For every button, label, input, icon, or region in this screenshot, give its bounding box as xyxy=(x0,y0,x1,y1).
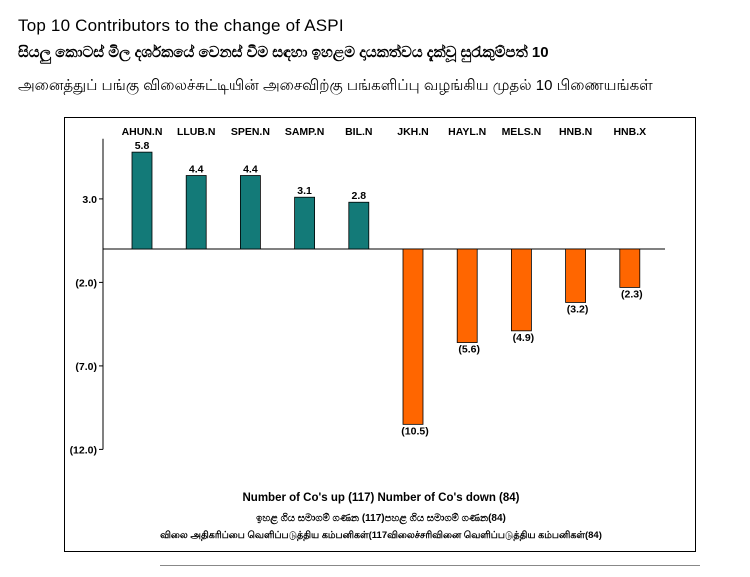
bar-mels-n xyxy=(510,248,532,332)
bar-samp-n xyxy=(294,196,316,250)
bar-llub-n xyxy=(185,175,207,250)
category-label: HNB.N xyxy=(559,126,592,138)
chart-frame: 3.0 (2.0) (7.0) (12.0) AHUN.N 5.8 LLUB.N 4.4 SPE… xyxy=(64,117,696,552)
category-label: HAYL.N xyxy=(448,126,486,138)
category-label: JKH.N xyxy=(397,126,429,138)
bar-bil-n xyxy=(348,201,370,250)
value-label: (5.6) xyxy=(458,344,480,356)
bar-ahun-n xyxy=(131,151,153,250)
value-label: 4.4 xyxy=(189,164,204,176)
bottom-divider xyxy=(160,565,700,566)
value-label: 5.8 xyxy=(135,140,150,152)
value-label: 2.8 xyxy=(351,190,366,202)
y-tick-label: (2.0) xyxy=(75,277,97,289)
bar-chart: 3.0 (2.0) (7.0) (12.0) AHUN.N 5.8 LLUB.N 4.4 SPE… xyxy=(70,126,665,456)
bar-jkh-n xyxy=(402,248,424,425)
value-label: (10.5) xyxy=(401,425,428,437)
value-label: 4.4 xyxy=(243,164,258,176)
category-label: SAMP.N xyxy=(285,126,324,138)
footer-english: Number of Co's up (117) Number of Co's d… xyxy=(242,492,520,504)
category-label: LLUB.N xyxy=(177,126,216,138)
chart-title-english: Top 10 Contributors to the change of ASP… xyxy=(18,16,344,35)
y-tick-label: (12.0) xyxy=(70,444,97,456)
footer-sinhala: ඉහළ ගිය සමාගම් ගණන (117)පහළ ගිය සමාගම් ග… xyxy=(256,513,506,524)
y-tick-label: 3.0 xyxy=(82,194,97,206)
bar-hnb-x xyxy=(619,248,641,288)
value-label: (4.9) xyxy=(513,332,535,344)
bar-hnb-n xyxy=(565,248,587,303)
footer-tamil: விலை அதிகரிப்பை வெளிப்படுத்திய கம்பனிகள்… xyxy=(160,530,602,541)
value-label: 3.1 xyxy=(297,185,312,197)
value-label: (3.2) xyxy=(567,303,589,315)
category-label: BIL.N xyxy=(345,126,372,138)
y-tick-label: (7.0) xyxy=(75,361,97,373)
chart-title-tamil: அனைத்துப் பங்கு விலைச்சுட்டியின் அசைவிற்… xyxy=(18,77,653,94)
category-label: AHUN.N xyxy=(122,126,163,138)
category-label: MELS.N xyxy=(502,126,542,138)
bar-hayl-n xyxy=(456,248,478,343)
chart-title-sinhala: සියලු කොටස් මිල දර්ශකයේ වෙනස් වීම සඳහා ඉ… xyxy=(18,44,549,61)
category-label: HNB.X xyxy=(613,126,646,138)
category-label: SPEN.N xyxy=(231,126,270,138)
bar-spen-n xyxy=(239,175,261,250)
value-label: (2.3) xyxy=(621,288,643,300)
